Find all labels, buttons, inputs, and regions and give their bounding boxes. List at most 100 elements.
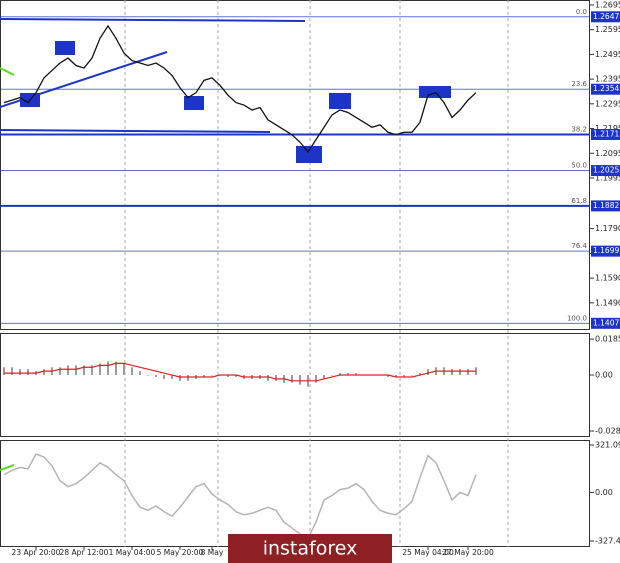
- y-tick-label: 1.2395: [595, 75, 620, 84]
- histogram-bar: [299, 375, 301, 385]
- histogram-bar: [323, 375, 325, 379]
- histogram-bar: [275, 375, 277, 381]
- price-label: 1.1699: [593, 246, 619, 255]
- watermark-box: [228, 534, 392, 563]
- histogram-bar: [91, 365, 93, 376]
- channel-line: [0, 129, 271, 133]
- histogram-bar: [131, 367, 133, 376]
- x-tick-label: 8 May: [201, 548, 224, 557]
- fib-level-name: 38.2: [571, 125, 587, 133]
- x-tick-label: 1 May 04:00: [109, 548, 156, 557]
- indicator-line: [0, 464, 15, 471]
- price-label-box: [591, 11, 620, 23]
- series-line: [3, 24, 477, 154]
- price-label: 1.1407: [593, 318, 619, 327]
- price-label: 1.2025: [593, 166, 619, 175]
- price-label: 1.2171: [593, 129, 619, 138]
- histogram-bar: [179, 375, 181, 381]
- vertical-grid: [124, 0, 509, 547]
- signal-box: [184, 96, 204, 110]
- price-label-box: [591, 83, 620, 95]
- histogram-bar: [211, 375, 213, 376]
- histogram-bar: [187, 375, 189, 381]
- histogram-bar: [123, 363, 125, 376]
- histogram-bar: [419, 373, 421, 376]
- y-tick-label: 1.1590: [595, 274, 620, 283]
- fib-level-name: 0.0: [576, 8, 587, 16]
- y-tick-label: 0.01856: [595, 335, 620, 344]
- histogram-bar: [171, 375, 173, 379]
- histogram-bar: [235, 375, 237, 377]
- histogram-bar: [75, 365, 77, 376]
- price-label: 1.1882: [593, 201, 619, 210]
- price-label-box: [591, 317, 620, 329]
- macd-panel: [0, 333, 590, 437]
- histogram-bar: [403, 375, 405, 377]
- histogram-bar: [43, 369, 45, 376]
- signal-box: [329, 93, 351, 109]
- histogram-bar: [27, 369, 29, 376]
- histogram-bar: [147, 375, 149, 376]
- histogram-bar: [11, 367, 13, 376]
- y-tick-label: -327.463: [595, 537, 620, 546]
- histogram-bar: [459, 369, 461, 376]
- histogram-bar: [107, 361, 109, 376]
- histogram-bar: [411, 375, 413, 376]
- price-label: 1.2647: [593, 12, 619, 21]
- fib-level-name: 50.0: [571, 162, 587, 170]
- histogram-bar: [291, 375, 293, 383]
- y-tick-label: 1.1790: [595, 224, 620, 233]
- histogram-bar: [267, 375, 269, 381]
- histogram-bar: [451, 369, 453, 376]
- histogram-bar: [203, 375, 205, 377]
- y-tick-label: -0.02892: [595, 427, 620, 436]
- histogram-bar: [395, 375, 397, 377]
- panel-borders: [0, 0, 590, 547]
- price-label: 1.2354: [593, 84, 619, 93]
- signal-box: [55, 41, 75, 55]
- y-tick-label: 1.1995: [595, 173, 620, 182]
- series-line: [3, 453, 477, 540]
- histogram-bar: [227, 375, 229, 377]
- y-tick-label: 0.00: [595, 371, 613, 380]
- histogram-bar: [139, 371, 141, 376]
- price-panel: [0, 0, 590, 330]
- x-tick-label: 5 May 20:00: [157, 548, 204, 557]
- histogram-bar: [331, 375, 333, 376]
- fib-level-name: 100.0: [567, 314, 587, 322]
- y-tick-label: 1.2695: [595, 0, 620, 9]
- fib-level-name: 61.8: [571, 197, 587, 205]
- signal-box: [296, 146, 322, 163]
- x-tick-label: 28 Apr 12:00: [60, 548, 109, 557]
- signal-line: [4, 362, 476, 382]
- histogram-bar: [155, 375, 157, 377]
- histogram-bar: [3, 367, 5, 376]
- histogram-bar: [163, 375, 165, 379]
- histogram-bar: [387, 375, 389, 377]
- y-tick-label: 1.2295: [595, 99, 620, 108]
- price-label-box: [591, 245, 620, 257]
- y-tick-label: 1.2595: [595, 25, 620, 34]
- histogram-bar: [83, 365, 85, 376]
- channel-line: [0, 18, 306, 22]
- price-label-box: [591, 165, 620, 177]
- y-tick-label: 1.2095: [595, 149, 620, 158]
- x-tick-label: 27 May 20:00: [442, 548, 494, 557]
- price-label-box: [591, 200, 620, 212]
- fib-level-name: 23.6: [571, 80, 587, 88]
- y-tick-label: 1.2195: [595, 124, 620, 133]
- y-tick-label: 0.00: [595, 488, 613, 497]
- x-tick-label: 25 May 04:00: [402, 548, 454, 557]
- y-tick-label: 1.2495: [595, 50, 620, 59]
- histogram-bar: [347, 373, 349, 376]
- price-label-box: [591, 128, 620, 140]
- histogram-bar: [19, 369, 21, 376]
- y-tick-label: 321.0916: [595, 441, 620, 450]
- histogram-bar: [67, 365, 69, 376]
- x-tick-label: 23 Apr 20:00: [12, 548, 61, 557]
- histogram-bar: [355, 373, 357, 376]
- fib-level-name: 76.4: [571, 242, 587, 250]
- histogram-bar: [99, 363, 101, 376]
